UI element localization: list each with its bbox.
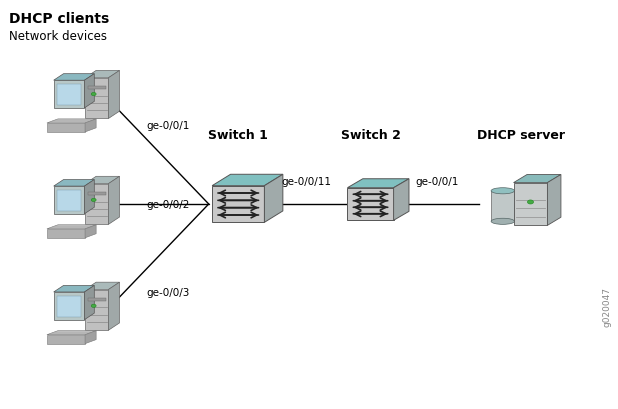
Polygon shape	[212, 175, 283, 186]
Polygon shape	[85, 283, 119, 290]
Polygon shape	[108, 177, 119, 225]
Polygon shape	[54, 81, 85, 109]
Polygon shape	[394, 179, 409, 221]
Text: ge-0/0/1: ge-0/0/1	[146, 120, 189, 130]
Polygon shape	[85, 119, 96, 133]
Polygon shape	[265, 175, 283, 223]
Bar	[88, 298, 106, 301]
Polygon shape	[85, 290, 108, 330]
Ellipse shape	[491, 219, 514, 225]
Polygon shape	[108, 71, 119, 119]
Polygon shape	[54, 292, 85, 320]
Polygon shape	[548, 175, 561, 226]
Polygon shape	[85, 180, 95, 214]
Text: Network devices: Network devices	[9, 30, 107, 43]
Bar	[88, 87, 106, 90]
Polygon shape	[212, 186, 265, 223]
Circle shape	[91, 93, 96, 97]
Polygon shape	[85, 331, 96, 344]
Polygon shape	[85, 79, 108, 119]
Polygon shape	[47, 229, 85, 238]
Polygon shape	[85, 286, 95, 320]
Polygon shape	[57, 190, 81, 212]
Text: DHCP clients: DHCP clients	[9, 11, 109, 25]
Polygon shape	[85, 74, 95, 109]
Polygon shape	[47, 119, 96, 124]
Text: DHCP server: DHCP server	[477, 128, 565, 142]
Polygon shape	[54, 187, 85, 214]
Text: ge-0/0/11: ge-0/0/11	[282, 176, 332, 186]
Text: g020047: g020047	[603, 286, 612, 326]
Polygon shape	[54, 180, 95, 187]
Polygon shape	[47, 335, 85, 344]
Ellipse shape	[491, 188, 514, 194]
Polygon shape	[54, 286, 95, 292]
Polygon shape	[85, 184, 108, 225]
Circle shape	[527, 200, 533, 204]
Text: Switch 1: Switch 1	[208, 128, 268, 142]
Polygon shape	[514, 183, 548, 226]
Polygon shape	[57, 85, 81, 106]
Text: ge-0/0/3: ge-0/0/3	[146, 287, 189, 297]
Polygon shape	[491, 191, 514, 222]
Text: ge-0/0/2: ge-0/0/2	[146, 200, 189, 209]
Polygon shape	[47, 331, 96, 335]
Polygon shape	[85, 71, 119, 79]
Polygon shape	[47, 124, 85, 133]
Polygon shape	[347, 179, 409, 188]
Circle shape	[91, 304, 96, 308]
Polygon shape	[54, 74, 95, 81]
Text: ge-0/0/1: ge-0/0/1	[415, 176, 459, 186]
Polygon shape	[57, 296, 81, 317]
Circle shape	[91, 199, 96, 202]
Polygon shape	[85, 225, 96, 238]
Bar	[88, 192, 106, 196]
Polygon shape	[347, 188, 394, 221]
Text: Switch 2: Switch 2	[341, 128, 400, 142]
Polygon shape	[47, 225, 96, 229]
Polygon shape	[85, 177, 119, 184]
Polygon shape	[108, 283, 119, 330]
Polygon shape	[514, 175, 561, 183]
